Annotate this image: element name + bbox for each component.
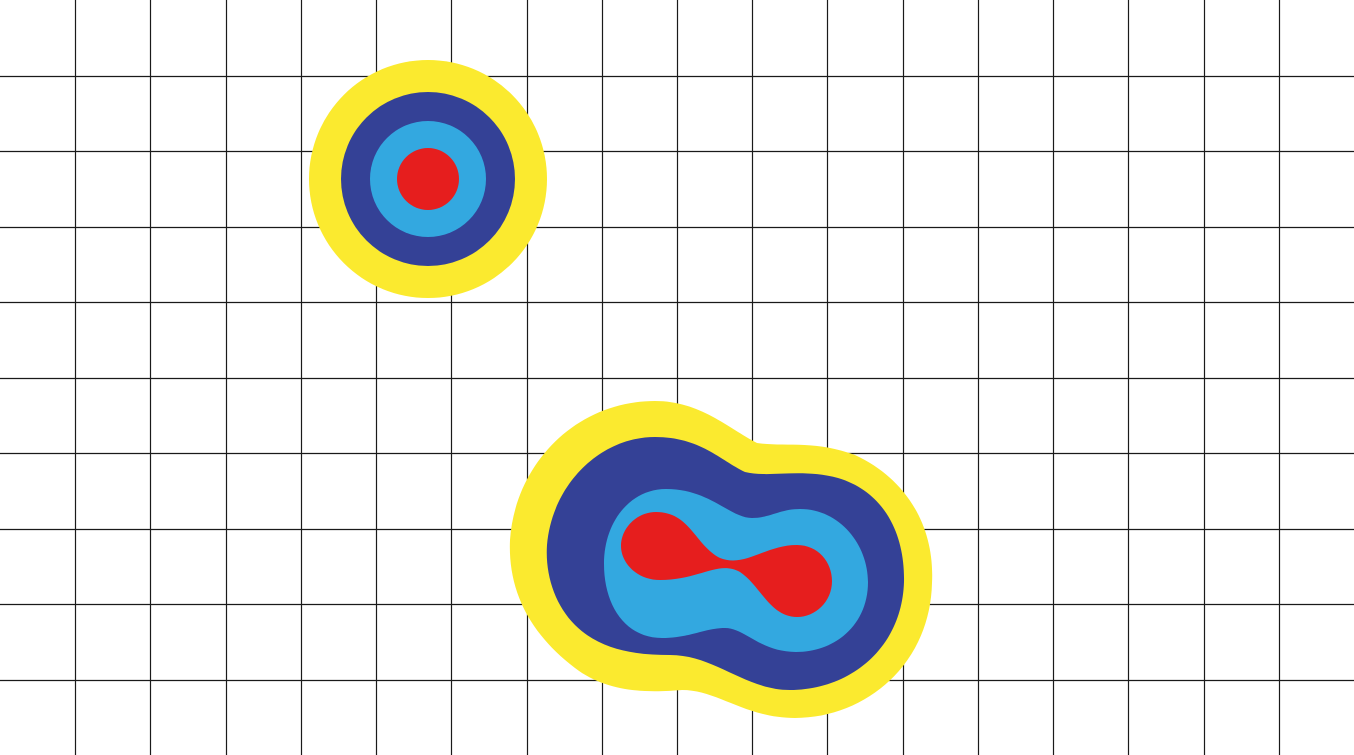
single-source-blob	[309, 60, 547, 298]
double-blob-core	[621, 512, 832, 617]
single-blob-core	[397, 148, 459, 210]
double-source-blob	[509, 401, 933, 718]
